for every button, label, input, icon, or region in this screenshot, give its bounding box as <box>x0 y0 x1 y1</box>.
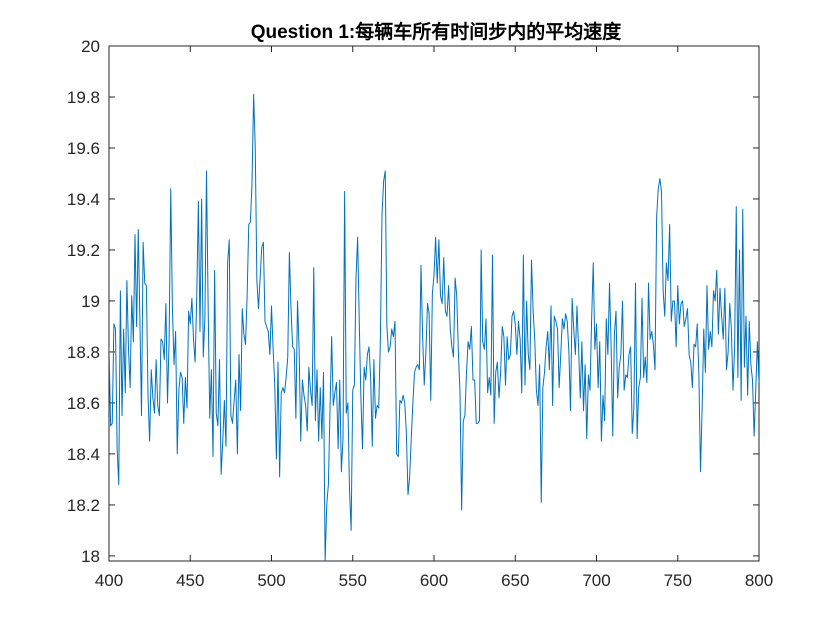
y-tick-label: 18.4 <box>67 445 100 464</box>
chart-title: Question 1:每辆车所有时间步内的平均速度 <box>251 20 623 43</box>
x-tick-label: 750 <box>664 571 692 590</box>
series-line <box>109 93 759 561</box>
x-tick-label: 650 <box>501 571 529 590</box>
x-tick-label: 500 <box>257 571 285 590</box>
x-tick-label: 600 <box>420 571 448 590</box>
x-tick-label: 800 <box>745 571 773 590</box>
x-tick-label: 700 <box>582 571 610 590</box>
y-tick-label: 19.6 <box>67 139 100 158</box>
y-tick-label: 18.8 <box>67 343 100 362</box>
y-tick-label: 19.8 <box>67 88 100 107</box>
y-tick-label: 18.6 <box>67 394 100 413</box>
axes-box <box>108 45 760 562</box>
y-tick-label: 20 <box>81 37 100 56</box>
plot-area: 400 450 500 550 600 650 700 750 800 18 18.2 18.4 18.… <box>67 37 773 590</box>
y-tick-label: 19 <box>81 292 100 311</box>
x-tick-label: 550 <box>339 571 367 590</box>
y-tick-label: 18.2 <box>67 496 100 515</box>
y-tick-label: 19.2 <box>67 241 100 260</box>
y-tick-label: 18 <box>81 547 100 566</box>
x-tick-label: 450 <box>176 571 204 590</box>
y-tick-label: 19.4 <box>67 190 100 209</box>
x-tick-label: 400 <box>95 571 123 590</box>
